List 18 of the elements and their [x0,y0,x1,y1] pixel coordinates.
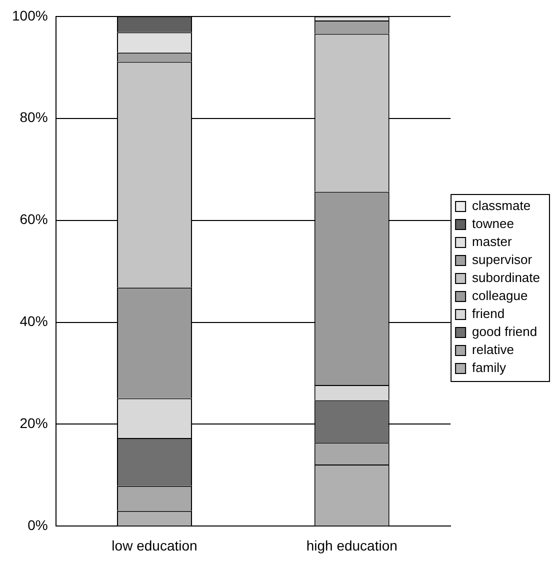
legend-label: friend [472,306,505,322]
legend-label: colleague [472,288,528,304]
legend-label: family [472,360,507,376]
x-tick-label: high education [306,537,398,554]
y-tick-label: 20% [20,415,48,432]
legend-label: subordinate [472,270,540,286]
legend-label: master [472,234,512,250]
y-tick-label: 60% [20,211,48,228]
x-tick-label: low education [112,537,198,554]
y-tick-label: 100% [12,7,48,24]
legend-label: good friend [472,324,538,340]
y-tick-label: 80% [20,109,48,126]
legend-label: supervisor [472,252,533,268]
legend-label: classmate [472,198,531,214]
legend-label: townee [472,216,514,232]
y-tick-label: 40% [20,313,48,330]
legend-label: relative [472,342,514,358]
y-tick-label: 0% [28,517,48,534]
